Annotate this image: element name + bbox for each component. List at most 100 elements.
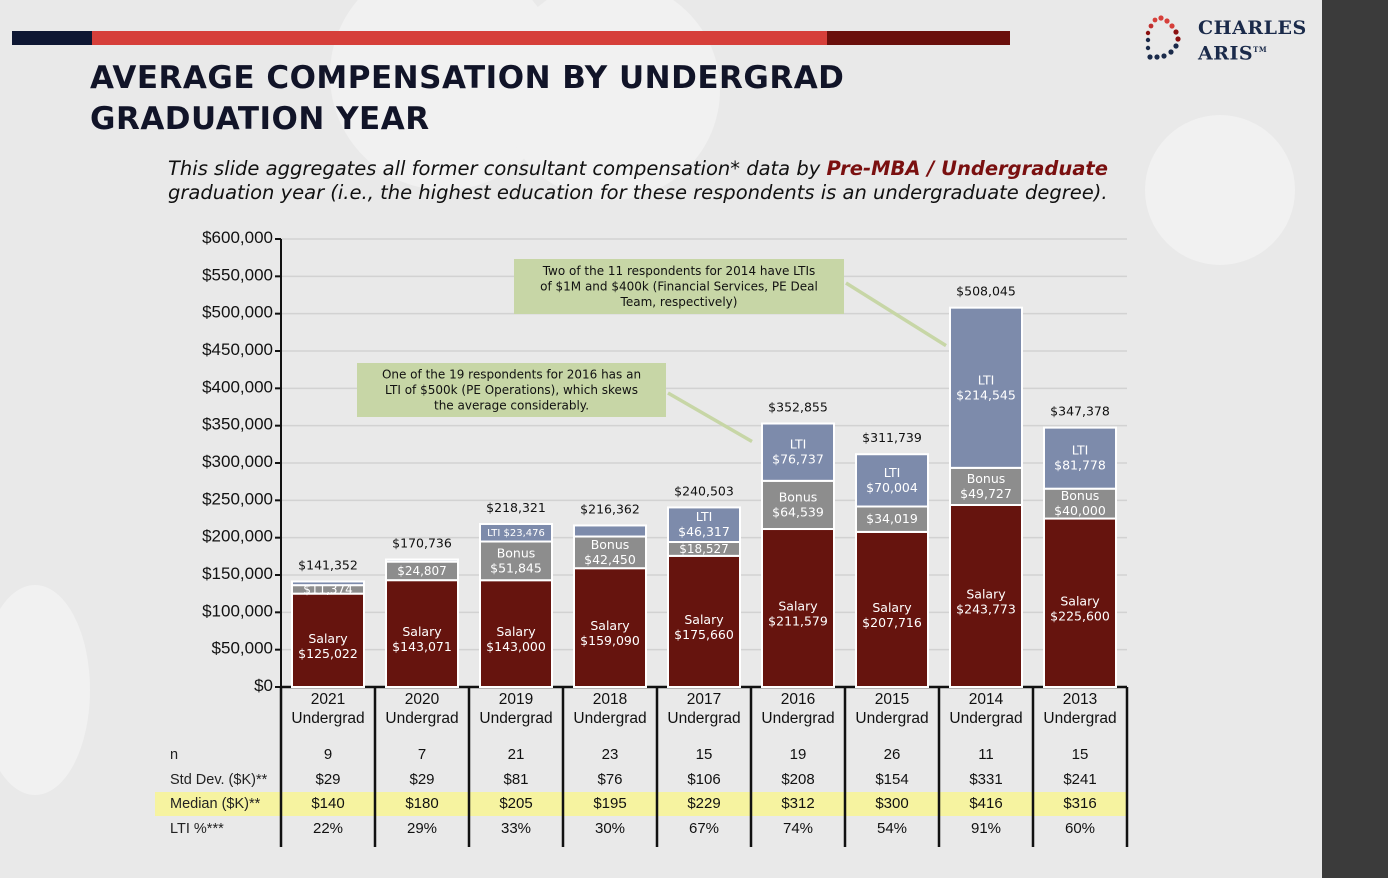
salary-bar-segment (385, 579, 459, 688)
y-tick-label: $450,000 (202, 340, 273, 359)
y-tick-label: $0 (254, 676, 273, 695)
x-category-sub: Undergrad (761, 710, 834, 727)
y-tick-label: $400,000 (202, 378, 273, 397)
table-cell: $29 (315, 771, 340, 788)
table-cell: 91% (971, 820, 1001, 837)
x-category-sub: Undergrad (385, 710, 458, 727)
table-cell: $29 (409, 771, 434, 788)
table-cell: $241 (1063, 771, 1096, 788)
salary-bar-segment (761, 528, 835, 688)
bar-total-label: $311,739 (862, 430, 922, 445)
y-tick-label: $350,000 (202, 415, 273, 434)
logo-line1: CHARLES (1198, 17, 1307, 39)
subtitle-highlight: Pre-MBA / Undergraduate (826, 157, 1108, 180)
table-row-label: Median ($K)** (170, 796, 261, 812)
table-cell: 54% (877, 820, 907, 837)
table-cell: $316 (1063, 795, 1096, 812)
x-category-sub: Undergrad (949, 710, 1022, 727)
page-title: AVERAGE COMPENSATION BY UNDERGRAD GRADUA… (90, 60, 845, 137)
table-cell: 21 (508, 746, 525, 763)
lti-bar-segment (761, 422, 835, 482)
bonus-bar-label: Bonus $40,000 (1054, 488, 1106, 518)
bar-total-label: $240,503 (674, 483, 734, 498)
x-category-sub: Undergrad (1043, 710, 1116, 727)
table-cell: 7 (418, 746, 426, 763)
table-cell: $331 (969, 771, 1002, 788)
logo-line2-text: ARIS (1198, 42, 1254, 65)
header-bar-navy (12, 31, 92, 45)
table-row-label: Std Dev. ($K)** (170, 772, 268, 788)
table-cell: $81 (503, 771, 528, 788)
bonus-bar-label: Bonus $42,450 (584, 536, 636, 566)
bonus-bar-label: Bonus $51,845 (490, 545, 542, 575)
table-cell: 23 (602, 746, 619, 763)
x-category-year: 2018 (593, 691, 627, 708)
salary-bar-segment (479, 579, 553, 689)
y-tick-label: $250,000 (202, 490, 273, 509)
salary-bar-segment (949, 503, 1023, 688)
salary-bar-label: Salary $211,579 (768, 598, 828, 628)
salary-bar-label: Salary $243,773 (956, 586, 1016, 616)
median-highlight-band (155, 792, 1127, 816)
salary-bar-segment (667, 554, 741, 688)
decorative-circle (0, 585, 90, 795)
y-tick-label: $100,000 (202, 602, 273, 621)
y-tick-label: $500,000 (202, 303, 273, 322)
table-cell: $312 (781, 795, 814, 812)
x-category-year: 2017 (687, 691, 721, 708)
table-cell: $180 (405, 795, 438, 812)
logo-text: CHARLES ARISTM (1198, 18, 1307, 64)
salary-bar-label: Salary $125,022 (298, 630, 358, 660)
table-cell: 74% (783, 820, 813, 837)
subtitle-text: This slide aggregates all former consult… (168, 157, 827, 180)
callout-leader-line (845, 281, 947, 348)
bar-total-label: $141,352 (298, 557, 358, 572)
salary-bar-label: Salary $225,600 (1050, 593, 1110, 623)
table-cell: 60% (1065, 820, 1095, 837)
x-category-year: 2019 (499, 691, 533, 708)
table-cell: 30% (595, 820, 625, 837)
table-cell: $106 (687, 771, 720, 788)
lti-bar-label: LTI $46,317 (678, 509, 730, 539)
lti-bar-label: LTI $76,737 (772, 436, 824, 466)
x-category-year: 2014 (969, 691, 1004, 708)
bonus-bar-segment (573, 535, 647, 570)
table-cell: 67% (689, 820, 719, 837)
slide: AVERAGE COMPENSATION BY UNDERGRAD GRADUA… (0, 0, 1322, 878)
y-tick-label: $600,000 (202, 228, 273, 247)
lti-bar-segment (667, 506, 741, 544)
table-cell: 15 (1072, 746, 1089, 763)
bonus-bar-segment (479, 540, 553, 582)
lti-bar-segment (855, 453, 929, 508)
salary-bar-label: Salary $143,000 (486, 624, 546, 654)
lti-bar-label: LTI $23,476 (487, 528, 545, 539)
table-cell: $208 (781, 771, 814, 788)
bonus-bar-label: Bonus $64,539 (772, 489, 824, 519)
x-category-year: 2013 (1063, 691, 1097, 708)
table-row-label: n (170, 747, 178, 763)
lti-bar-segment (949, 306, 1023, 469)
x-category-year: 2015 (875, 691, 909, 708)
y-tick-label: $300,000 (202, 452, 273, 471)
callout-box (357, 363, 666, 417)
bar-total-label: $508,045 (956, 283, 1016, 298)
x-category-sub: Undergrad (667, 710, 740, 727)
subtitle-text-end: graduation year (i.e., the highest educa… (168, 181, 1108, 204)
table-cell: 19 (790, 746, 807, 763)
bar-total-label: $218,321 (486, 499, 546, 514)
salary-bar-segment (855, 530, 929, 689)
bar-total-label: $352,855 (768, 399, 828, 414)
bonus-bar-label: $34,019 (866, 511, 918, 526)
callout-text: One of the 19 respondents for 2016 has a… (382, 367, 641, 412)
table-cell: 11 (978, 746, 994, 763)
table-cell: 26 (884, 746, 901, 763)
lti-bar-label: LTI $81,778 (1054, 442, 1106, 472)
y-tick-label: $200,000 (202, 527, 273, 546)
page-subtitle: This slide aggregates all former consult… (168, 157, 1188, 205)
x-category-sub: Undergrad (573, 710, 646, 727)
table-cell: $195 (593, 795, 626, 812)
x-category-sub: Undergrad (291, 710, 364, 727)
x-category-sub: Undergrad (855, 710, 928, 727)
salary-bar-label: Salary $143,071 (392, 624, 452, 654)
salary-bar-label: Salary $159,090 (580, 618, 640, 648)
